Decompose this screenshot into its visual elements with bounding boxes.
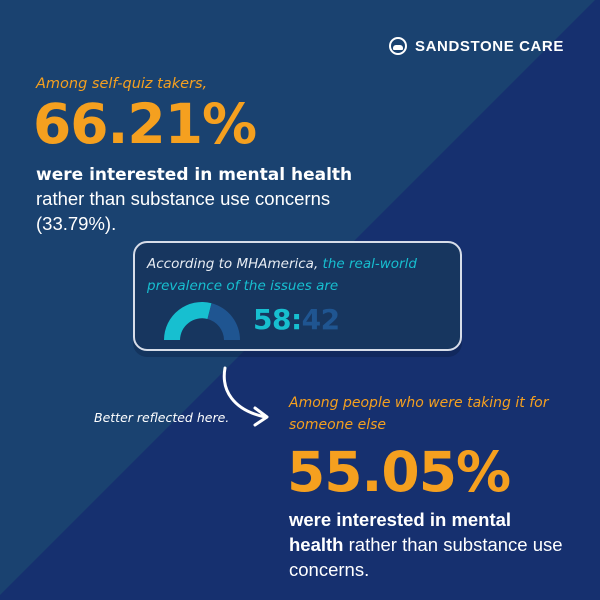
stat2-value: 55.05% xyxy=(287,440,511,504)
brand-logo: SANDSTONE CARE xyxy=(389,37,564,55)
prevalence-ratio: 58:42 xyxy=(253,303,340,336)
stat1-intro: Among self-quiz takers, xyxy=(36,76,208,92)
stat2-intro: Among people who were taking it for some… xyxy=(289,395,549,433)
stat2-desc-rest: rather than substance use concerns. xyxy=(289,534,563,580)
prevalence-card: According to MHAmerica, the real-world p… xyxy=(133,241,462,351)
ratio-separator: : xyxy=(290,303,302,336)
half-donut-gauge-icon xyxy=(164,301,240,340)
arrow-label: Better reflected here. xyxy=(94,410,230,425)
stat1-description: were interested in mental health rather … xyxy=(36,163,366,237)
card-text: According to MHAmerica, the real-world p… xyxy=(147,253,447,297)
card-text-plain: According to MHAmerica, xyxy=(147,256,323,272)
card-text-highlight: the real-world prevalence of the issues … xyxy=(147,256,417,294)
stat2-description: were interested in mental health rather … xyxy=(289,507,579,582)
stat1-desc-bold: were interested in mental health xyxy=(36,165,353,185)
ratio-substance: 42 xyxy=(301,303,340,336)
mountain-circle-icon xyxy=(389,37,407,55)
curved-arrow-icon xyxy=(222,366,269,427)
stat2-desc-bold-1: were interested in mental xyxy=(289,509,512,530)
brand-name: SANDSTONE CARE xyxy=(415,37,564,55)
stat1-value: 66.21% xyxy=(33,92,257,156)
ratio-mental-health: 58 xyxy=(253,303,291,336)
stat1-desc-rest: rather than substance use concerns (33.7… xyxy=(36,188,331,234)
stat2-desc-bold-2: health xyxy=(289,534,344,555)
